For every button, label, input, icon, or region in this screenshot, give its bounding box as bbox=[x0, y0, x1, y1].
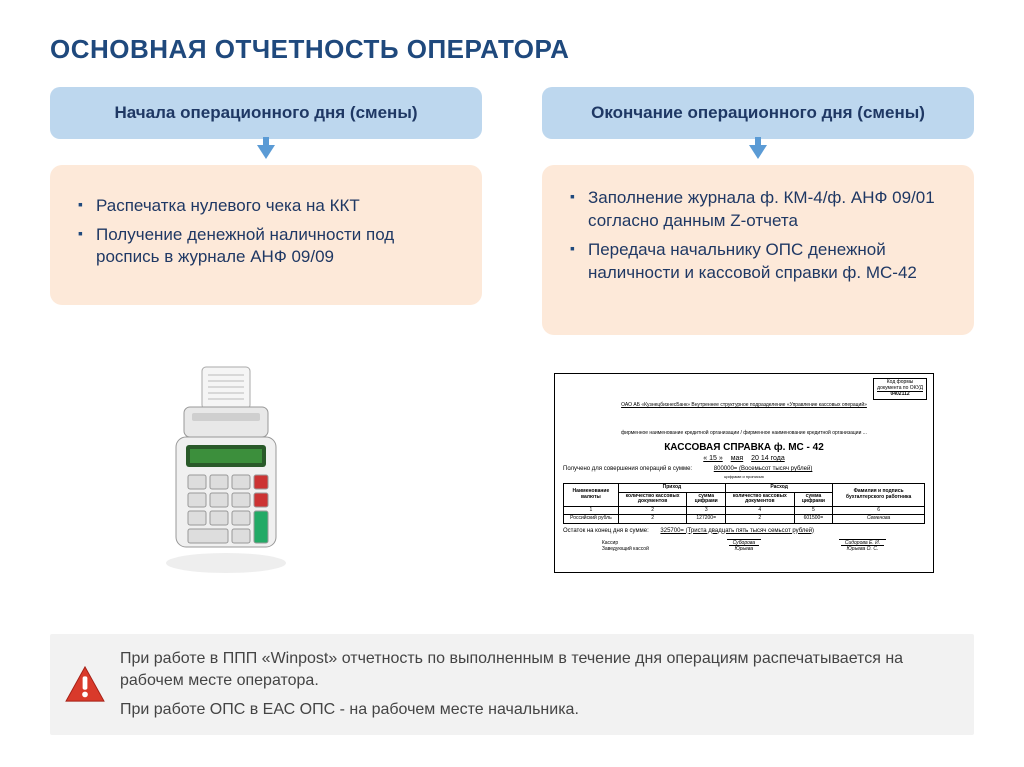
content-start: Распечатка нулевого чека на ККТ Получени… bbox=[50, 165, 482, 305]
column-start-of-day: Начала операционного дня (смены) Распеча… bbox=[50, 87, 482, 305]
form-table: Наименование валюты Приход Расход Фамили… bbox=[563, 483, 925, 524]
footer-note: При работе в ППП «Winpost» отчетность по… bbox=[50, 634, 974, 735]
arrow-down-icon bbox=[257, 145, 275, 159]
arrow-down-icon bbox=[749, 145, 767, 159]
form-subnote: цифрами и прописью bbox=[563, 474, 925, 479]
header-start: Начала операционного дня (смены) bbox=[50, 87, 482, 139]
list-item: Заполнение журнала ф. КМ-4/ф. АНФ 09/01 … bbox=[570, 187, 952, 233]
form-org-line: ОАО АБ «КузнецбизнесБанк» Внутреннее стр… bbox=[563, 402, 925, 408]
form-document-ms42: Код формы документа по ОКУД 0402112 ОАО … bbox=[554, 373, 934, 573]
form-okud-code: 0402112 bbox=[877, 391, 923, 398]
column-end-of-day: Окончание операционного дня (смены) Запо… bbox=[542, 87, 974, 335]
warning-icon bbox=[64, 665, 106, 703]
list-item: Распечатка нулевого чека на ККТ bbox=[78, 195, 460, 218]
form-balance: Остаток на конец дня в сумме: 325700= (Т… bbox=[563, 528, 925, 534]
list-item: Передача начальнику ОПС денежной налично… bbox=[570, 239, 952, 285]
header-end: Окончание операционного дня (смены) bbox=[542, 87, 974, 139]
form-title: КАССОВАЯ СПРАВКА ф. МС - 42 bbox=[563, 442, 925, 453]
signature-row: Кассир Заведующий кассой Суборова Юрьева… bbox=[563, 540, 925, 552]
cash-register-icon bbox=[140, 363, 320, 583]
form-okud-box: Код формы документа по ОКУД 0402112 bbox=[873, 378, 927, 400]
form-sub-line: фирменное наименование кредитной организ… bbox=[563, 430, 925, 436]
page-title: ОСНОВНАЯ ОТЧЕТНОСТЬ ОПЕРАТОРА bbox=[50, 34, 974, 65]
form-received: Получено для совершения операций в сумме… bbox=[563, 466, 925, 472]
footer-p2: При работе ОПС в ЕАС ОПС - на рабочем ме… bbox=[120, 699, 958, 721]
illustration-row: Код формы документа по ОКУД 0402112 ОАО … bbox=[50, 363, 974, 583]
content-end: Заполнение журнала ф. КМ-4/ф. АНФ 09/01 … bbox=[542, 165, 974, 335]
form-date: « 15 » мая 20 14 года bbox=[563, 455, 925, 462]
footer-p1: При работе в ППП «Winpost» отчетность по… bbox=[120, 648, 958, 693]
form-okud-label: Код формы документа по ОКУД bbox=[877, 380, 923, 391]
columns: Начала операционного дня (смены) Распеча… bbox=[50, 87, 974, 335]
list-item: Получение денежной наличности под роспис… bbox=[78, 224, 460, 270]
slide: ОСНОВНАЯ ОТЧЕТНОСТЬ ОПЕРАТОРА Начала опе… bbox=[0, 0, 1024, 767]
